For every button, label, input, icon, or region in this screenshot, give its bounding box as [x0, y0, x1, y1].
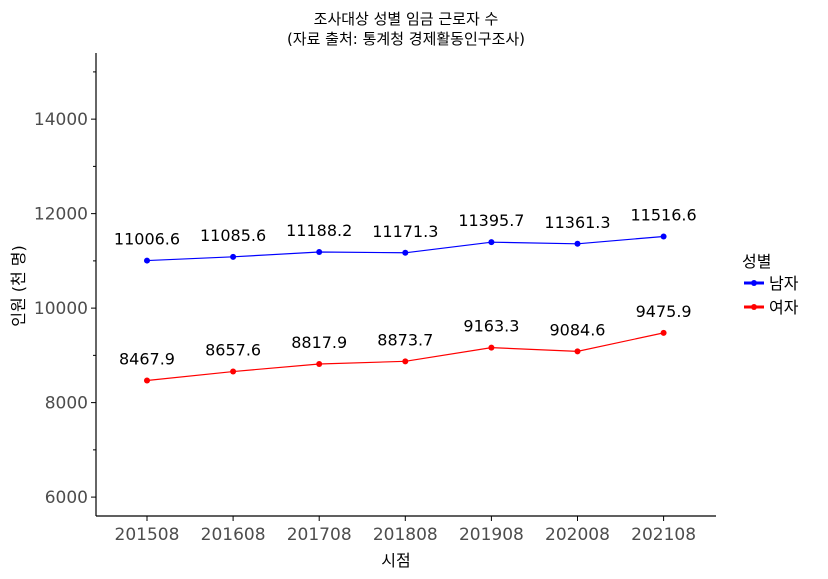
data-point	[402, 358, 409, 365]
data-label: 11006.6	[114, 230, 180, 249]
data-point	[230, 368, 237, 375]
y-tick-label: 8000	[45, 394, 88, 414]
y-tick-label: 12000	[34, 205, 88, 225]
data-label: 9475.9	[636, 302, 692, 321]
axes: 6000 8000 10000 12000 14000 201508 201608 20170…	[34, 53, 716, 545]
data-label: 8657.6	[205, 341, 261, 360]
data-point	[574, 348, 581, 355]
data-point	[488, 344, 495, 351]
data-label: 11188.2	[286, 221, 352, 240]
x-tick-label: 201908	[459, 525, 524, 545]
y-tick-label: 10000	[34, 299, 88, 319]
data-label: 8817.9	[291, 333, 347, 352]
x-tick-label: 201508	[115, 525, 180, 545]
y-tick-label: 6000	[45, 488, 88, 508]
data-point	[316, 360, 323, 367]
y-tick-label: 14000	[34, 110, 88, 130]
data-point	[230, 253, 237, 260]
legend-label: 여자	[769, 298, 799, 317]
legend-label: 남자	[769, 274, 799, 293]
legend-swatch-point	[751, 304, 757, 310]
data-labels: 11006.6 11085.6 11188.2 11171.3 11395.7 11361…	[114, 205, 697, 368]
x-tick-label: 201608	[201, 525, 266, 545]
data-label: 11085.6	[200, 226, 266, 245]
data-point	[574, 240, 581, 247]
data-point	[402, 249, 409, 256]
data-point	[144, 377, 150, 384]
legend-swatch-point	[751, 280, 757, 286]
x-tick-label: 201808	[373, 525, 438, 545]
data-label: 8873.7	[377, 330, 433, 349]
data-point	[660, 233, 667, 240]
x-tick-label: 202008	[545, 525, 610, 545]
y-axis-title: 인원 (천 명)	[9, 245, 28, 327]
data-label: 9163.3	[463, 317, 519, 336]
data-point	[144, 257, 150, 264]
chart-subtitle: (자료 출처: 통계청 경제활동인구조사)	[287, 30, 525, 48]
data-label: 11361.3	[544, 213, 610, 232]
chart-title: 조사대상 성별 임금 근로자 수	[314, 10, 499, 28]
x-axis-title: 시점	[381, 551, 410, 570]
data-point	[316, 248, 323, 255]
legend-title: 성별	[742, 252, 771, 271]
series-layer	[144, 233, 667, 384]
x-tick-label: 202108	[631, 525, 696, 545]
data-label: 11395.7	[458, 211, 524, 230]
data-label: 8467.9	[119, 350, 175, 369]
data-label: 11171.3	[372, 222, 438, 241]
data-point	[488, 239, 495, 246]
data-point	[660, 329, 667, 336]
data-label: 11516.6	[631, 205, 697, 224]
x-tick-label: 201708	[287, 525, 352, 545]
data-label: 9084.6	[550, 320, 606, 339]
